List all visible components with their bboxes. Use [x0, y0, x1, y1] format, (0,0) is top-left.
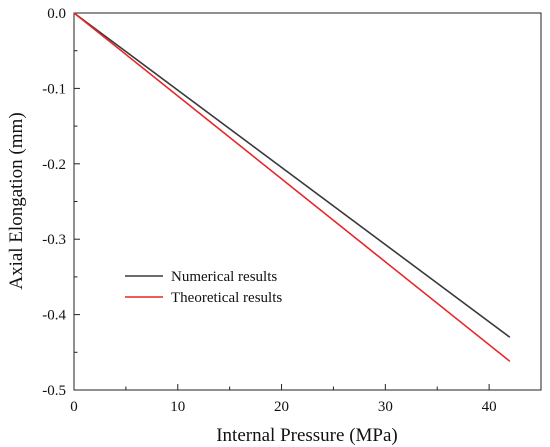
series-lines	[73, 12, 511, 362]
x-tick-label: 30	[378, 399, 393, 415]
legend-label-theoretical: Theoretical results	[171, 290, 282, 306]
series-line-theoretical	[73, 12, 511, 362]
y-tick-label: -0.3	[42, 232, 66, 248]
series-line-numerical	[73, 12, 511, 338]
x-tick-label: 20	[274, 399, 289, 415]
y-axis-ticks: 0.0 -0.1 -0.2 -0.3 -0.4 -0.5	[42, 6, 80, 399]
x-tick-label: 40	[482, 399, 497, 415]
x-axis-title: Internal Pressure (MPa)	[216, 425, 398, 446]
legend: Numerical results Theoretical results	[125, 269, 282, 306]
legend-label-numerical: Numerical results	[171, 269, 277, 285]
y-axis-title: Axial Elongation (mm)	[6, 112, 27, 289]
y-tick-label: -0.1	[42, 81, 66, 97]
x-tick-label: 0	[70, 399, 78, 415]
x-axis-ticks: 0 10 20 30 40	[70, 384, 542, 415]
x-tick-label: 10	[170, 399, 185, 415]
y-tick-label: 0.0	[47, 6, 66, 22]
y-tick-label: -0.2	[42, 157, 66, 173]
y-tick-label: -0.5	[42, 383, 66, 399]
y-tick-label: -0.4	[42, 308, 66, 324]
